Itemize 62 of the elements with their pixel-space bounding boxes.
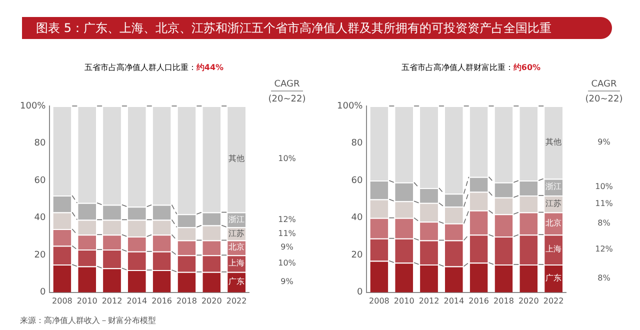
x-tick-label: 2022 (543, 296, 564, 306)
series-label: 广东 (546, 274, 562, 282)
text: 11% (595, 198, 614, 208)
series-label: 浙江 (546, 182, 562, 192)
x-tick-label: 2016 (468, 296, 489, 306)
text: 8% (598, 218, 611, 228)
x-tick-label: 2018 (176, 296, 197, 306)
x-tick-label: 2014 (444, 296, 464, 306)
y-tick-label: 60 (351, 176, 364, 186)
y-tick-label: 40 (34, 213, 46, 224)
text: 9% (280, 277, 294, 286)
text: CAGR (274, 79, 300, 90)
x-tick-label: 2016 (152, 296, 172, 306)
text: 11% (278, 228, 296, 238)
text: 10% (278, 154, 296, 164)
chart-title: 五省市占高净值人群财富比重： (401, 63, 514, 72)
series-label: 广东 (228, 277, 245, 286)
series-label: 江苏 (228, 228, 245, 238)
x-tick-label: 2022 (226, 296, 247, 306)
x-tick-label: 2012 (418, 296, 440, 306)
x-tick-label: 2008 (369, 296, 390, 306)
y-tick-label: 80 (351, 138, 364, 149)
text: 10% (278, 258, 296, 268)
y-tick-label: 0 (356, 288, 363, 298)
x-tick-label: 2020 (201, 296, 222, 306)
x-tick-label: 2008 (52, 296, 72, 306)
text: 12% (595, 244, 614, 254)
x-tick-label: 2020 (518, 296, 539, 306)
y-tick-label: 20 (351, 250, 364, 260)
text: 10% (595, 182, 614, 192)
x-tick-label: 2018 (494, 296, 514, 306)
y-tick-label: 0 (40, 288, 46, 298)
text: 8% (598, 274, 611, 282)
y-tick-label: 100% (20, 101, 46, 112)
chart-title: 五省市占高净值人群人口比重： (84, 63, 196, 72)
text: (20~22) (268, 94, 306, 104)
text: CAGR (591, 79, 617, 90)
series-label: 其他 (546, 137, 562, 146)
text: 图表 5：广东、上海、北京、江苏和浙江五个省市高净值人群及其所拥有的可投资资产占全国比重 (22, 17, 612, 39)
series-label: 上海 (546, 244, 562, 254)
text: 9% (598, 137, 611, 146)
y-tick-label: 60 (34, 176, 46, 186)
text: 9% (280, 242, 294, 252)
text: 12% (278, 214, 296, 224)
y-tick-label: 80 (34, 138, 46, 149)
x-tick-label: 2010 (394, 296, 414, 306)
chart-subtitle: 约44% (196, 63, 224, 72)
y-tick-label: 40 (351, 213, 364, 224)
series-label: 北京 (546, 218, 562, 228)
series-label: 上海 (228, 258, 245, 268)
series-label: 北京 (228, 242, 245, 252)
chart-subtitle: 约60% (513, 63, 541, 72)
series-label: 江苏 (546, 198, 562, 208)
y-tick-label: 20 (34, 250, 46, 260)
source-note: 来源：高净值人群收入－财富分布模型 (20, 315, 156, 326)
y-tick-label: 100% (336, 101, 364, 112)
text: (20~22) (585, 94, 623, 104)
series-label: 浙江 (228, 214, 245, 224)
x-tick-label: 2010 (76, 296, 98, 306)
x-tick-label: 2014 (126, 296, 148, 306)
series-label: 其他 (228, 154, 245, 164)
x-tick-label: 2012 (102, 296, 122, 306)
